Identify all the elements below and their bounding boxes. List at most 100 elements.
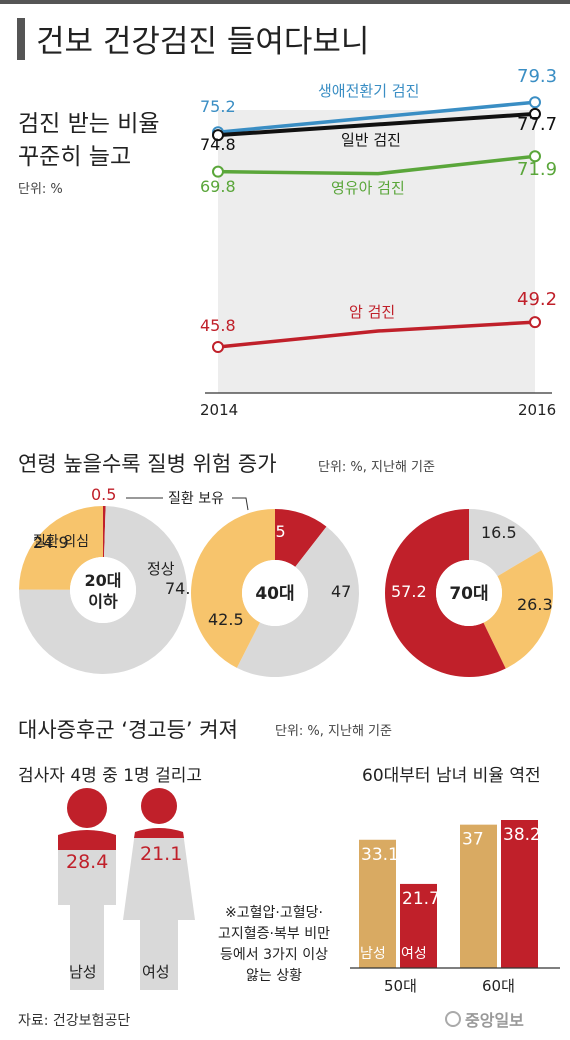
- bar-chart: 33.1 남성 21.7 여성 37 38.2 50대 60대: [350, 820, 560, 995]
- pie-label-0-b: 이하: [88, 592, 118, 611]
- bar-category-50: 50대: [384, 977, 417, 995]
- female-head-red: [141, 788, 177, 824]
- line-series-name-3: 암 검진: [349, 303, 395, 321]
- line-point-end-0: [529, 96, 541, 109]
- logo-mark-icon: [445, 1011, 461, 1027]
- page-title: 건보 건강검진 들여다보니: [36, 24, 370, 60]
- pie-label-2: 70대: [449, 584, 488, 604]
- line-point-end-3: [529, 316, 541, 329]
- line-chart: 75.2 79.3 생애전환기 검진 74.8 77.7 일반 검진 69.8 71.9 영유아…: [200, 66, 557, 419]
- pie-center-1: [242, 560, 308, 626]
- line-series-1: [217, 111, 536, 138]
- female-label: 여성: [142, 963, 170, 981]
- male-label: 남성: [69, 963, 97, 981]
- note-text: ※고혈압·고혈당· 고지혈증·복부 비만 등에서 3가지 이상 앓는 상황: [204, 903, 344, 987]
- logo-text: 중앙일보: [465, 1011, 524, 1030]
- section2-title: 연령 높을수록 질병 위험 증가: [18, 452, 277, 476]
- people-figures: 28.4 21.1 남성 여성: [58, 788, 195, 990]
- section3-left-title: 검사자 4명 중 1명 걸리고: [18, 766, 203, 786]
- bar-1-1: [501, 820, 538, 968]
- title-accent-bar: [17, 18, 25, 60]
- pie-leader-label: 질환 보유: [168, 491, 224, 507]
- note-line3: 등에서 3가지 이상: [220, 947, 328, 963]
- note-line2: 고지혈증·복부 비만: [218, 926, 330, 942]
- x-tick-label-2016: 2016: [518, 401, 556, 419]
- note-line4: 앓는 상황: [246, 968, 302, 984]
- pie-value-0-2: 24.9: [33, 533, 69, 552]
- line-value-start-3: 45.8: [200, 316, 236, 335]
- section1-title-line1: 검진 받는 비율: [18, 111, 160, 137]
- line-value-end-2: 71.9: [517, 159, 557, 180]
- pie-value-2-2: 57.2: [391, 582, 427, 601]
- section1-unit: 단위: %: [18, 182, 63, 197]
- female-body: [123, 828, 195, 990]
- female-figure: [123, 788, 195, 990]
- bar-value-0-0: 33.1: [361, 845, 399, 865]
- line-point-start-3: [212, 341, 224, 353]
- bar-1-0: [460, 824, 497, 968]
- section3-title: 대사증후군 ‘경고등’ 켜져: [18, 718, 238, 742]
- line-point-start-1: [212, 129, 224, 142]
- bar-series-label-0: 남성: [360, 946, 386, 962]
- line-chart-background: [218, 110, 535, 393]
- pie-suspect-label: 질환 의심: [33, 534, 89, 550]
- line-series-0: [217, 100, 536, 134]
- pie-slice-1-1: [236, 526, 360, 677]
- pie-center-0: [70, 557, 136, 623]
- bar-0-1: [400, 883, 437, 968]
- pie-slice-2-2: [385, 509, 506, 678]
- pie-slice-2-1: [483, 550, 553, 669]
- note-line1: ※고혈압·고혈당·: [225, 905, 323, 921]
- pie-value-1-1: 47: [331, 582, 351, 601]
- pie-slice-0-1: [19, 506, 188, 675]
- line-value-start-2: 69.8: [200, 177, 236, 196]
- line-point-start-2: [212, 165, 224, 178]
- x-tick-label-2014: 2014: [200, 401, 238, 419]
- male-head-red: [67, 788, 107, 828]
- section2-unit: 단위: %, 지난해 기준: [318, 460, 435, 475]
- pie-center-2: [436, 560, 502, 626]
- line-value-end-1: 77.7: [517, 114, 557, 135]
- pie-slice-0-2: [19, 506, 104, 590]
- line-series-name-0: 생애전환기 검진: [318, 82, 419, 100]
- source-text: 자료: 건강보험공단: [18, 1013, 131, 1029]
- pie-label-1: 40대: [255, 584, 294, 604]
- female-body-red: [134, 828, 184, 838]
- section1-title-line2: 꾸준히 늘고: [18, 144, 132, 170]
- line-point-end-1: [529, 107, 541, 120]
- line-value-start-1: 74.8: [200, 135, 236, 154]
- pie-label-0-a: 20대: [85, 571, 122, 590]
- bar-category-60: 60대: [482, 977, 515, 995]
- pie-slice-2-0: [469, 509, 542, 577]
- line-value-end-0: 79.3: [517, 66, 557, 87]
- line-value-end-3: 49.2: [517, 289, 557, 310]
- pie-slice-1-2: [191, 509, 275, 668]
- male-body-red: [58, 830, 116, 850]
- male-value: 28.4: [66, 851, 108, 873]
- line-point-end-2: [529, 150, 541, 163]
- pie-slice-0-0: [103, 506, 106, 558]
- section3-right-title: 60대부터 남녀 비율 역전: [362, 766, 541, 786]
- pie-value-2-1: 26.3: [517, 595, 553, 614]
- male-body: [58, 830, 116, 990]
- line-series-2: [217, 154, 536, 176]
- pie-normal-label: 정상: [147, 560, 175, 578]
- pie-leader-line-b: [232, 497, 249, 511]
- line-series-3: [217, 320, 536, 349]
- logo: 중앙일보: [445, 1007, 524, 1031]
- line-value-start-0: 75.2: [200, 97, 236, 116]
- pie-slice-1-0: [275, 509, 327, 567]
- female-value: 21.1: [140, 843, 182, 865]
- pie-value-2-0: 16.5: [481, 523, 517, 542]
- line-series-name-1: 일반 검진: [341, 131, 401, 149]
- pie-value-0-0: 0.5: [91, 485, 116, 504]
- donut-charts: 0.574.624.920대이하10.54742.540대16.526.357.…: [19, 485, 553, 678]
- section3-unit: 단위: %, 지난해 기준: [275, 724, 392, 739]
- male-figure: [58, 788, 116, 990]
- bar-value-0-1: 21.7: [402, 889, 440, 909]
- header-bar: [0, 0, 570, 4]
- pie-value-1-2: 42.5: [208, 610, 244, 629]
- bar-value-1-0: 37: [462, 830, 484, 850]
- bar-0-0: [359, 839, 396, 968]
- bar-value-1-1: 38.2: [503, 825, 541, 845]
